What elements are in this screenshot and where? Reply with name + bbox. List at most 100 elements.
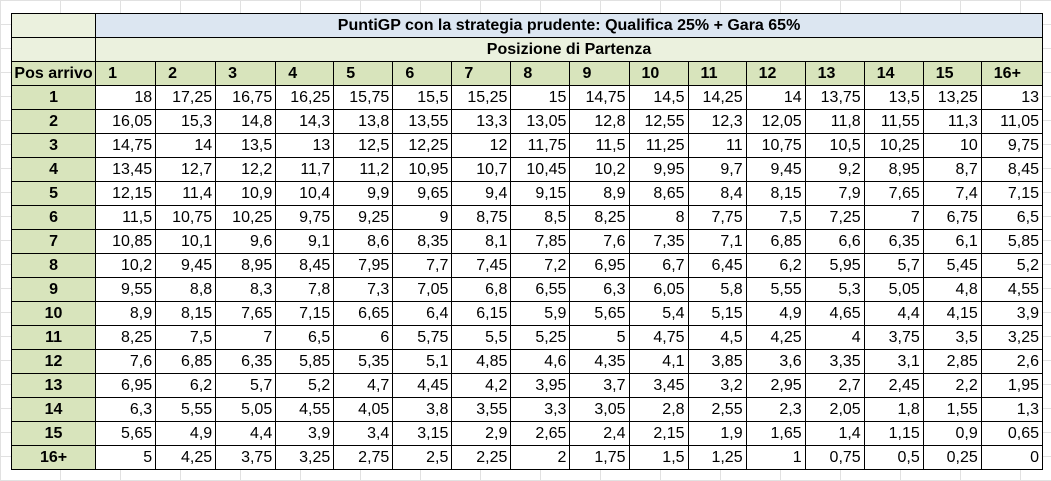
table-cell[interactable]: 8,95 bbox=[215, 253, 277, 278]
table-cell[interactable]: 6,95 bbox=[95, 373, 157, 398]
table-cell[interactable]: 4 bbox=[804, 325, 865, 350]
table-cell[interactable]: 10,1 bbox=[155, 229, 217, 254]
table-cell[interactable]: 6,45 bbox=[687, 253, 747, 278]
table-cell[interactable]: 7 bbox=[863, 205, 924, 230]
table-cell[interactable]: 8,7 bbox=[922, 157, 982, 182]
table-cell[interactable]: 3,05 bbox=[569, 397, 630, 422]
table-cell[interactable]: 5 bbox=[569, 325, 630, 350]
table-cell[interactable]: 10,9 bbox=[215, 181, 277, 206]
table-cell[interactable]: 4,55 bbox=[275, 397, 335, 422]
table-cell[interactable]: 7,4 bbox=[922, 181, 982, 206]
table-cell[interactable]: 9,45 bbox=[745, 157, 806, 182]
table-cell[interactable]: 8,4 bbox=[687, 181, 747, 206]
table-cell[interactable]: 14,8 bbox=[215, 109, 277, 134]
table-cell[interactable]: 10,75 bbox=[155, 205, 217, 230]
table-cell[interactable]: 4,25 bbox=[155, 445, 217, 470]
table-cell[interactable]: 5,95 bbox=[804, 253, 865, 278]
table-cell[interactable]: 5,65 bbox=[569, 301, 630, 326]
table-cell[interactable]: 13,05 bbox=[510, 109, 571, 134]
table-cell[interactable]: 4,65 bbox=[804, 301, 865, 326]
table-cell[interactable]: 5,65 bbox=[95, 421, 157, 446]
table-cell[interactable]: 6,85 bbox=[155, 349, 217, 374]
table-cell[interactable]: 0,9 bbox=[922, 421, 982, 446]
column-header[interactable]: 10 bbox=[628, 61, 689, 86]
table-cell[interactable]: 8,75 bbox=[451, 205, 512, 230]
table-cell[interactable]: 8,8 bbox=[155, 277, 217, 302]
table-cell[interactable]: 12,7 bbox=[155, 157, 217, 182]
table-cell[interactable]: 13,5 bbox=[863, 85, 924, 110]
table-cell[interactable]: 6,4 bbox=[392, 301, 453, 326]
table-cell[interactable]: 7,2 bbox=[510, 253, 571, 278]
table-cell[interactable]: 2,7 bbox=[804, 373, 865, 398]
table-cell[interactable]: 3,25 bbox=[980, 325, 1044, 350]
table-cell[interactable]: 3,95 bbox=[510, 373, 571, 398]
table-cell[interactable]: 7 bbox=[215, 325, 277, 350]
table-cell[interactable]: 11,55 bbox=[863, 109, 924, 134]
row-header[interactable]: 2 bbox=[10, 109, 97, 134]
table-cell[interactable]: 7,6 bbox=[569, 229, 630, 254]
table-cell[interactable]: 2,9 bbox=[451, 421, 512, 446]
table-cell[interactable]: 2,15 bbox=[628, 421, 689, 446]
table-cell[interactable]: 9,2 bbox=[804, 157, 865, 182]
table-title[interactable]: PuntiGP con la strategia prudente: Quali… bbox=[95, 13, 1043, 38]
table-cell[interactable]: 3,9 bbox=[275, 421, 335, 446]
row-header[interactable]: 8 bbox=[10, 253, 97, 278]
table-cell[interactable]: 3,6 bbox=[745, 349, 806, 374]
column-header[interactable]: 14 bbox=[863, 61, 924, 86]
column-header[interactable]: 12 bbox=[745, 61, 806, 86]
table-cell[interactable]: 3,75 bbox=[863, 325, 924, 350]
table-cell[interactable]: 10,2 bbox=[95, 253, 157, 278]
table-cell[interactable]: 14,75 bbox=[569, 85, 630, 110]
table-cell[interactable]: 13,55 bbox=[392, 109, 453, 134]
row-header[interactable]: 9 bbox=[10, 277, 97, 302]
table-cell[interactable]: 9,75 bbox=[980, 133, 1044, 158]
table-cell[interactable]: 8,25 bbox=[95, 325, 157, 350]
table-cell[interactable]: 1,4 bbox=[804, 421, 865, 446]
table-cell[interactable]: 5,85 bbox=[275, 349, 335, 374]
table-cell[interactable]: 13,25 bbox=[922, 85, 982, 110]
table-cell[interactable]: 6,55 bbox=[510, 277, 571, 302]
column-header[interactable]: 5 bbox=[333, 61, 394, 86]
table-cell[interactable]: 3,85 bbox=[687, 349, 747, 374]
table-cell[interactable]: 12,25 bbox=[392, 133, 453, 158]
column-header[interactable]: 2 bbox=[155, 61, 217, 86]
table-cell[interactable]: 3,75 bbox=[215, 445, 277, 470]
table-cell[interactable]: 9,65 bbox=[392, 181, 453, 206]
table-cell[interactable]: 7,9 bbox=[804, 181, 865, 206]
table-cell[interactable]: 5,05 bbox=[215, 397, 277, 422]
table-cell[interactable]: 5,8 bbox=[687, 277, 747, 302]
row-header[interactable]: 1 bbox=[10, 85, 97, 110]
table-cell[interactable]: 14,3 bbox=[275, 109, 335, 134]
table-cell[interactable]: 5,4 bbox=[628, 301, 689, 326]
table-cell[interactable]: 6,65 bbox=[333, 301, 394, 326]
table-cell[interactable]: 4,85 bbox=[451, 349, 512, 374]
row-header[interactable]: 3 bbox=[10, 133, 97, 158]
table-cell[interactable]: 9,7 bbox=[687, 157, 747, 182]
table-cell[interactable]: 16,25 bbox=[275, 85, 335, 110]
table-cell[interactable]: 10 bbox=[922, 133, 982, 158]
table-cell[interactable]: 5,75 bbox=[392, 325, 453, 350]
table-cell[interactable]: 6,95 bbox=[569, 253, 630, 278]
table-cell[interactable]: 4,35 bbox=[569, 349, 630, 374]
table-cell[interactable]: 1,95 bbox=[980, 373, 1044, 398]
table-cell[interactable]: 6 bbox=[333, 325, 394, 350]
table-cell[interactable]: 6,5 bbox=[980, 205, 1044, 230]
table-cell[interactable]: 9,4 bbox=[451, 181, 512, 206]
table-cell[interactable]: 7,25 bbox=[804, 205, 865, 230]
table-cell[interactable]: 3,9 bbox=[980, 301, 1044, 326]
table-cell[interactable]: 13,45 bbox=[95, 157, 157, 182]
table-cell[interactable]: 12,3 bbox=[687, 109, 747, 134]
table-cell[interactable]: 14,25 bbox=[687, 85, 747, 110]
table-cell[interactable]: 7,45 bbox=[451, 253, 512, 278]
table-cell[interactable]: 8,1 bbox=[451, 229, 512, 254]
table-cell[interactable]: 8,45 bbox=[275, 253, 335, 278]
table-cell[interactable]: 7,65 bbox=[215, 301, 277, 326]
table-cell[interactable]: 9,55 bbox=[95, 277, 157, 302]
table-cell[interactable]: 12,2 bbox=[215, 157, 277, 182]
table-cell[interactable]: 9,6 bbox=[215, 229, 277, 254]
table-cell[interactable]: 6,15 bbox=[451, 301, 512, 326]
table-cell[interactable]: 9,1 bbox=[275, 229, 335, 254]
starting-position-header[interactable]: Posizione di Partenza bbox=[95, 37, 1043, 62]
table-cell[interactable]: 16,75 bbox=[215, 85, 277, 110]
table-cell[interactable]: 1,5 bbox=[628, 445, 689, 470]
